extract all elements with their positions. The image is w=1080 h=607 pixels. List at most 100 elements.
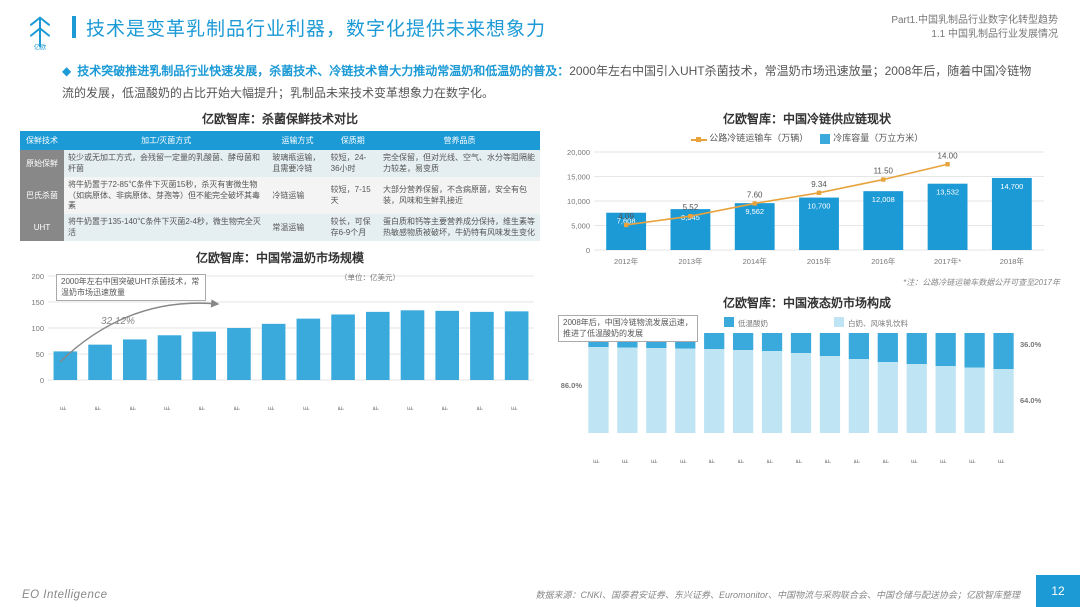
svg-text:2010年: 2010年 <box>232 406 241 410</box>
page-number: 12 <box>1036 575 1080 607</box>
svg-text:14,700: 14,700 <box>1000 182 1023 191</box>
svg-text:0: 0 <box>586 246 590 255</box>
table-cell: 冷链运输 <box>268 177 326 214</box>
mix-callout: 2008年后，中国冷链物流发展迅速，推进了低温酸奶的发展 <box>558 315 698 342</box>
table-cell: 较少或无加工方式，会残留一定量的乳酸菌、酵母菌和杆菌 <box>64 150 268 177</box>
svg-text:7.60: 7.60 <box>747 191 763 200</box>
table-col-header: 保质期 <box>327 131 379 150</box>
svg-text:14.00: 14.00 <box>938 152 959 161</box>
section-breadcrumb: Part1.中国乳制品行业数字化转型趋势 1.1 中国乳制品行业发展情况 <box>891 14 1058 42</box>
table-cell: 较短，24-36小时 <box>327 150 379 177</box>
table-col-header: 加工/灭菌方式 <box>64 131 268 150</box>
svg-text:2019年: 2019年 <box>997 459 1006 463</box>
uht-market-chart: 2000年左右中国突破UHT杀菌技术，常温奶市场迅速放量 0 50 100 150 20… <box>20 270 540 410</box>
table-cell: 常温运输 <box>268 214 326 241</box>
svg-text:2017年: 2017年 <box>939 459 948 463</box>
svg-text:64.0%: 64.0% <box>1020 396 1042 405</box>
svg-text:2009年: 2009年 <box>197 406 206 410</box>
svg-text:2014年: 2014年 <box>743 256 768 266</box>
svg-text:150: 150 <box>31 298 44 307</box>
table-col-header: 保鲜技术 <box>20 131 64 150</box>
svg-text:20,000: 20,000 <box>567 148 590 157</box>
legend-item: 冷库容量（万立方米） <box>820 131 923 144</box>
svg-text:9.34: 9.34 <box>811 180 827 189</box>
coldchain-footnote: *注：公路冷链运输车数据公开可查至2017年 <box>554 277 1060 288</box>
table-cell: 将牛奶置于72-85℃条件下灭菌15秒，杀灭有害微生物（如病原体、非病原体、芽孢… <box>64 177 268 214</box>
svg-text:10,000: 10,000 <box>567 197 590 206</box>
table-row-header: UHT <box>20 214 64 241</box>
svg-text:2018年: 2018年 <box>1000 256 1025 266</box>
svg-text:200: 200 <box>31 272 44 281</box>
uht-chart-title: 亿欧智库：中国常温奶市场规模 <box>20 249 540 266</box>
table-row: 原始保鲜较少或无加工方式，会残留一定量的乳酸菌、酵母菌和杆菌玻璃瓶运输，且需要冷… <box>20 150 540 177</box>
table-cell: 将牛奶置于135-140℃条件下灭菌2-4秒，微生物完全灭活 <box>64 214 268 241</box>
svg-text:2006年: 2006年 <box>93 406 102 410</box>
svg-text:2012年: 2012年 <box>301 406 310 410</box>
table-row-header: 巴氏杀菌 <box>20 177 64 214</box>
table-col-header: 营养品质 <box>379 131 540 150</box>
svg-text:4.09: 4.09 <box>618 212 634 221</box>
svg-text:低温酸奶: 低温酸奶 <box>738 318 768 328</box>
svg-text:2010年: 2010年 <box>736 459 745 463</box>
svg-text:11.50: 11.50 <box>874 167 894 176</box>
liquid-milk-mix-chart: 2008年后，中国冷链物流发展迅速，推进了低温酸奶的发展 低温酸奶 白奶、风味乳饮… <box>554 315 1060 463</box>
svg-text:2005年: 2005年 <box>591 459 600 463</box>
coldchain-legend: 公路冷链运输车（万辆） 冷库容量（万立方米） <box>554 131 1060 144</box>
bullet-diamond-icon: ◆ <box>62 64 71 78</box>
svg-text:36.0%: 36.0% <box>1020 340 1042 349</box>
svg-text:2015年: 2015年 <box>807 256 832 266</box>
table-cell: 较短，7-15天 <box>327 177 379 214</box>
svg-text:2009年: 2009年 <box>707 459 716 463</box>
table-cell: 玻璃瓶运输，且需要冷链 <box>268 150 326 177</box>
svg-text:2013年: 2013年 <box>336 406 345 410</box>
legend-item: 公路冷链运输车（万辆） <box>691 131 809 144</box>
footer-brand: EO Intelligence <box>22 589 108 601</box>
svg-text:2018年: 2018年 <box>968 459 977 463</box>
svg-text:2016年: 2016年 <box>871 256 896 266</box>
table-title: 亿欧智库：杀菌保鲜技术对比 <box>20 110 540 127</box>
svg-text:2015年: 2015年 <box>881 459 890 463</box>
svg-text:白奶、风味乳饮料: 白奶、风味乳饮料 <box>848 318 908 328</box>
table-cell: 大部分营养保留，不含病原菌，安全有包装，风味和生鲜乳接近 <box>379 177 540 214</box>
svg-text:2006年: 2006年 <box>620 459 629 463</box>
svg-text:0: 0 <box>40 376 44 385</box>
svg-text:亿欧: 亿欧 <box>34 42 47 50</box>
svg-text:2013年: 2013年 <box>823 459 832 463</box>
svg-text:2008年: 2008年 <box>678 459 687 463</box>
table-cell: 较长，可保存6-9个月 <box>327 214 379 241</box>
svg-text:9,562: 9,562 <box>745 208 764 217</box>
svg-text:2017年: 2017年 <box>475 406 484 410</box>
svg-text:50: 50 <box>36 350 44 359</box>
table-cell: 完全保留，但对光线、空气、水分等阻隔能力较差，易变质 <box>379 150 540 177</box>
svg-text:10,700: 10,700 <box>808 202 831 211</box>
page-title: 技术是变革乳制品行业利器，数字化提供未来想象力 <box>86 14 546 41</box>
svg-text:2015年: 2015年 <box>406 406 415 410</box>
svg-text:2012年: 2012年 <box>794 459 803 463</box>
svg-text:2014年: 2014年 <box>852 459 861 463</box>
svg-text:2014年: 2014年 <box>371 406 380 410</box>
coldchain-chart: 05,00010,00015,00020,0007,6082012年8,3452… <box>554 146 1060 275</box>
table-cell: 蛋白质和钙等主要营养成分保持，维生素等热敏感物质被破坏，牛奶特有风味发生变化 <box>379 214 540 241</box>
svg-text:2018年: 2018年 <box>510 406 519 410</box>
svg-text:2005年: 2005年 <box>58 406 67 410</box>
table-col-header: 运输方式 <box>268 131 326 150</box>
brand-logo-icon: 亿欧 <box>22 14 58 50</box>
uht-callout: 2000年左右中国突破UHT杀菌技术，常温奶市场迅速放量 <box>56 274 206 301</box>
svg-text:（单位：亿美元）: （单位：亿美元） <box>340 272 400 282</box>
svg-text:32.12%: 32.12% <box>101 316 135 327</box>
svg-text:2013年: 2013年 <box>678 256 703 266</box>
intro-paragraph: ◆技术突破推进乳制品行业快速发展，杀菌技术、冷链技术曾大力推动常温奶和低温奶的普… <box>0 50 1080 110</box>
svg-text:2016年: 2016年 <box>910 459 919 463</box>
data-source: 数据来源：CNKI、国泰君安证券、东兴证券、Euromonitor、中国物流与采… <box>535 588 1020 601</box>
tech-comparison-table: 保鲜技术加工/灭菌方式运输方式保质期营养品质 原始保鲜较少或无加工方式，会残留一… <box>20 131 540 241</box>
svg-text:2007年: 2007年 <box>649 459 658 463</box>
svg-text:12,008: 12,008 <box>872 196 895 205</box>
svg-text:2016年: 2016年 <box>440 406 449 410</box>
svg-text:5.52: 5.52 <box>683 204 699 213</box>
svg-text:100: 100 <box>31 324 44 333</box>
coldchain-chart-title: 亿欧智库：中国冷链供应链现状 <box>554 110 1060 127</box>
svg-text:5,000: 5,000 <box>571 222 590 231</box>
table-row: 巴氏杀菌将牛奶置于72-85℃条件下灭菌15秒，杀灭有害微生物（如病原体、非病原… <box>20 177 540 214</box>
table-row: UHT将牛奶置于135-140℃条件下灭菌2-4秒，微生物完全灭活常温运输较长，… <box>20 214 540 241</box>
svg-text:2011年: 2011年 <box>267 406 276 410</box>
